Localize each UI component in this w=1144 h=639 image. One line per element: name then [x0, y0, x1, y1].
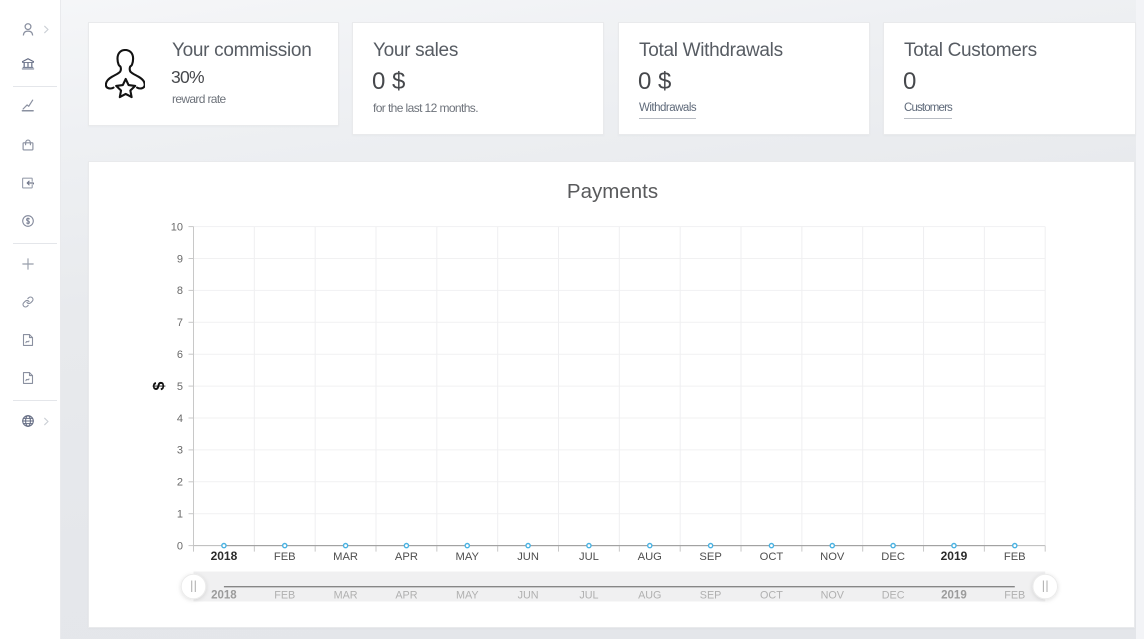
svg-text:JUN: JUN	[518, 590, 539, 602]
svg-text:OCT: OCT	[760, 551, 784, 563]
svg-text:MAR: MAR	[333, 551, 358, 563]
svg-text:2018: 2018	[211, 590, 237, 602]
svg-text:3: 3	[177, 445, 183, 457]
svg-text:0: 0	[177, 540, 183, 552]
svg-text:10: 10	[171, 221, 183, 233]
svg-text:MAR: MAR	[334, 590, 358, 602]
svg-text:2: 2	[177, 477, 183, 489]
svg-text:7: 7	[177, 317, 183, 329]
svg-text:JUN: JUN	[517, 551, 539, 563]
svg-text:JUL: JUL	[579, 551, 599, 563]
svg-text:NOV: NOV	[820, 551, 845, 563]
svg-text:SEP: SEP	[699, 551, 721, 563]
svg-text:FEB: FEB	[1004, 551, 1026, 563]
svg-text:2019: 2019	[941, 590, 967, 602]
svg-text:1: 1	[177, 509, 183, 521]
svg-text:$: $	[151, 381, 168, 390]
svg-text:DEC: DEC	[882, 590, 905, 602]
svg-text:8: 8	[177, 285, 183, 297]
svg-text:9: 9	[177, 253, 183, 265]
svg-text:NOV: NOV	[821, 590, 845, 602]
svg-text:MAY: MAY	[456, 590, 479, 602]
svg-text:DEC: DEC	[881, 551, 905, 563]
svg-text:2019: 2019	[941, 549, 968, 563]
svg-text:JUL: JUL	[579, 590, 598, 602]
svg-text:MAY: MAY	[456, 551, 480, 563]
svg-text:SEP: SEP	[700, 590, 722, 602]
svg-text:APR: APR	[395, 551, 418, 563]
svg-text:OCT: OCT	[760, 590, 783, 602]
svg-text:6: 6	[177, 349, 183, 361]
svg-text:AUG: AUG	[638, 590, 661, 602]
svg-text:FEB: FEB	[274, 551, 296, 563]
svg-text:FEB: FEB	[1004, 590, 1025, 602]
svg-text:APR: APR	[395, 590, 417, 602]
svg-text:AUG: AUG	[638, 551, 662, 563]
svg-text:5: 5	[177, 381, 183, 393]
svg-text:FEB: FEB	[274, 590, 295, 602]
svg-text:2018: 2018	[211, 549, 238, 563]
svg-text:4: 4	[177, 413, 183, 425]
